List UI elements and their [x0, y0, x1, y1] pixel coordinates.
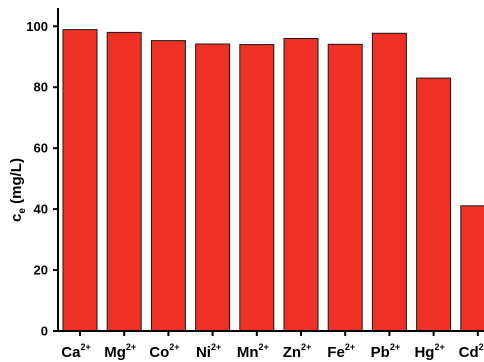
y-tick-label: 20: [34, 263, 48, 278]
bar-ca: [62, 29, 98, 332]
y-tick-label: 40: [34, 202, 48, 217]
bar-ni: [195, 43, 231, 332]
bar-co: [150, 40, 186, 332]
x-tick-label-pb: Pb2+: [371, 342, 400, 361]
x-tick-label-co: Co2+: [149, 342, 179, 361]
bar-mg: [106, 31, 142, 332]
bar-mn: [239, 44, 275, 332]
x-tick-label-ni: Ni2+: [196, 342, 221, 361]
x-tick-label-mn: Mn2+: [237, 342, 269, 361]
x-tick-label-mg: Mg2+: [104, 342, 136, 361]
y-tick-label: 60: [34, 141, 48, 156]
x-tick-label-zn: Zn2+: [283, 342, 312, 361]
bar-cd: [460, 205, 484, 332]
bar-zn: [283, 38, 319, 332]
x-labels-group: Ca2+ Mg2+ Co2+ Ni2+ Mn2+ Zn2+ Fe2+ Pb2+ Hg2+ Cd2+: [61, 331, 484, 361]
bar-fe: [327, 43, 363, 332]
bar-hg: [416, 77, 452, 332]
x-tick-label-hg: Hg2+: [414, 342, 444, 361]
y-axis-label: ce (mg/L): [8, 158, 28, 222]
y-ticks-group: 0 20 40 60 80 100: [26, 19, 58, 339]
y-tick-label: 0: [41, 324, 48, 339]
x-tick-label-ca: Ca2+: [61, 342, 90, 361]
y-tick-label: 100: [26, 19, 48, 34]
bar-pb: [371, 32, 407, 332]
y-tick-label: 80: [34, 80, 48, 95]
bars-group: [62, 29, 484, 332]
x-tick-label-cd: Cd2+: [459, 342, 484, 361]
x-tick-label-fe: Fe2+: [327, 342, 355, 361]
